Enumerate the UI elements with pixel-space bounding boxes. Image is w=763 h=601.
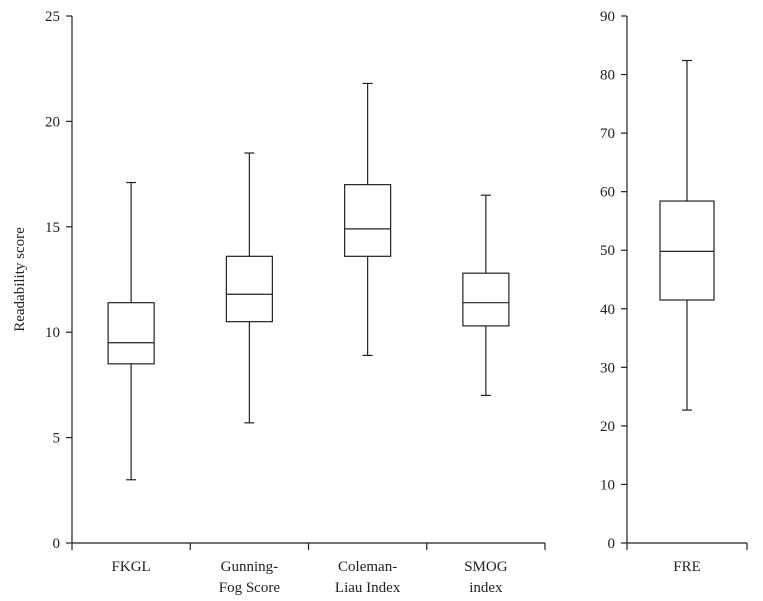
category-label: FKGL [112,559,151,575]
y-tick-label: 60 [600,185,615,201]
box-1 [225,152,273,424]
panel-fre: 0 10 20 30 40 50 60 70 80 90 FRE [600,9,748,575]
box-0 [107,181,155,481]
y-axis-title: Readability score [12,227,28,332]
category-label: Gunning- Fog Score [219,559,281,596]
box-2 [344,82,392,356]
y-tick-label: 50 [600,243,615,259]
y-tick-label: 30 [600,360,615,376]
y-tick-label: 20 [600,419,615,435]
iqr-box [225,255,273,323]
box-0 [659,59,715,411]
category-label-line: index [469,580,503,596]
y-tick-label: 25 [45,9,60,25]
category-label-line: Fog Score [219,580,281,596]
y-tick-label: 0 [53,536,61,552]
category-label: SMOG index [464,559,508,596]
y-tick-label: 90 [600,9,615,25]
category-label-line: SMOG [464,559,508,575]
category-label-line: FKGL [112,559,151,575]
y-tick-label: 40 [600,302,615,318]
iqr-box [344,184,392,257]
y-tick-label: 10 [45,325,60,341]
iqr-box [659,200,715,301]
y-tick-label: 70 [600,126,615,142]
box-3 [462,194,510,397]
y-tick-label: 80 [600,68,615,84]
y-tick-label: 5 [53,431,61,447]
y-tick-label: 15 [45,220,60,236]
y-tick-label: 20 [45,114,60,130]
category-label: Coleman- Liau Index [335,559,401,596]
category-label: FRE [673,559,701,575]
y-tick-label: 10 [600,477,615,493]
y-tick-label: 0 [608,536,616,552]
iqr-box [462,272,510,327]
panel-readability-grades: 0 5 10 15 20 25 Readability score FKGL Gunning- F… [12,9,546,596]
category-label-line: FRE [673,559,701,575]
category-label-line: Gunning- [221,559,279,575]
category-label-line: Liau Index [335,580,401,596]
iqr-box [107,302,155,365]
category-label-line: Coleman- [338,559,397,575]
